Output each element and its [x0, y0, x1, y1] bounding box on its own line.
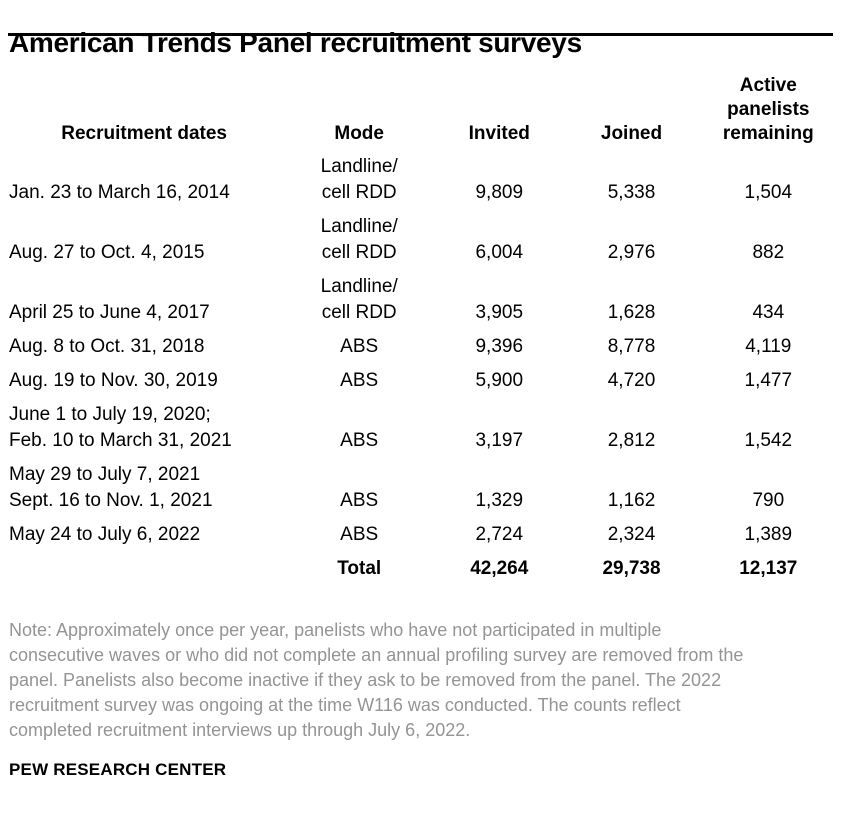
total-label: Total: [337, 558, 382, 579]
remaining-cell: 4,119: [745, 336, 792, 357]
dates-cell: May 24 to July 6, 2022: [9, 524, 201, 545]
dates-cell: Jan. 23 to March 16, 2014: [9, 182, 230, 203]
invited-cell: 3,905: [475, 302, 524, 323]
header-active-panelists-remaining: Active panelists remaining: [722, 75, 814, 144]
invited-cell: 3,197: [475, 430, 524, 451]
joined-cell: 8,778: [607, 336, 656, 357]
mode-cell: Landline/ cell RDD: [320, 216, 398, 263]
remaining-cell: 1,477: [744, 370, 793, 391]
joined-cell: 1,628: [607, 302, 656, 323]
mode-cell: ABS: [340, 370, 379, 391]
total-joined: 29,738: [602, 558, 661, 579]
footnote-line: consecutive waves or who did not complet…: [9, 645, 744, 665]
header-invited: Invited: [468, 123, 530, 144]
joined-cell: 4,720: [607, 370, 656, 391]
table-row: June 1 to July 19, 2020; Feb. 10 to Marc…: [9, 394, 833, 454]
dates-cell: June 1 to July 19, 2020; Feb. 10 to Marc…: [9, 404, 232, 451]
invited-cell: 1,329: [475, 490, 524, 511]
remaining-cell: 1,542: [744, 430, 793, 451]
mode-cell: ABS: [340, 524, 379, 545]
remaining-cell: 434: [752, 302, 785, 323]
total-row: Total 42,264 29,738 12,137: [9, 548, 833, 582]
table-row: April 25 to June 4, 2017 Landline/ cell …: [9, 266, 833, 326]
footnote-line: recruitment survey was ongoing at the ti…: [9, 695, 681, 715]
joined-cell: 2,812: [607, 430, 656, 451]
remaining-cell: 790: [752, 490, 785, 511]
footnote-line: panel. Panelists also become inactive if…: [9, 670, 722, 690]
dates-cell: Aug. 8 to Oct. 31, 2018: [9, 336, 205, 357]
mode-cell: ABS: [340, 336, 379, 357]
table-row: May 29 to July 7, 2021 Sept. 16 to Nov. …: [9, 454, 833, 514]
header-joined: Joined: [600, 123, 663, 144]
joined-cell: 1,162: [607, 490, 656, 511]
table-row: Jan. 23 to March 16, 2014 Landline/ cell…: [9, 146, 833, 206]
dates-cell: April 25 to June 4, 2017: [9, 302, 210, 323]
dates-cell: Aug. 19 to Nov. 30, 2019: [9, 370, 218, 391]
mode-cell: ABS: [340, 490, 379, 511]
table-row: Aug. 27 to Oct. 4, 2015 Landline/ cell R…: [9, 206, 833, 266]
invited-cell: 2,724: [475, 524, 524, 545]
dates-cell: Aug. 27 to Oct. 4, 2015: [9, 242, 205, 263]
source-attribution: PEW RESEARCH CENTER: [9, 760, 227, 779]
header-row: Recruitment dates Mode Invited Joined Ac…: [9, 74, 833, 146]
recruitment-table: Recruitment dates Mode Invited Joined Ac…: [9, 74, 833, 582]
joined-cell: 2,976: [607, 242, 656, 263]
joined-cell: 5,338: [607, 182, 656, 203]
table-row: Aug. 19 to Nov. 30, 2019 ABS 5,900 4,720…: [9, 360, 833, 394]
mode-cell: Landline/ cell RDD: [320, 156, 398, 203]
remaining-cell: 1,504: [744, 182, 793, 203]
footnote-line: Note: Approximately once per year, panel…: [9, 620, 662, 640]
total-empty-cell: [9, 548, 279, 582]
table-header: Recruitment dates Mode Invited Joined Ac…: [9, 74, 833, 146]
mode-cell: ABS: [340, 430, 379, 451]
remaining-cell: 882: [752, 242, 785, 263]
top-divider: [8, 33, 833, 36]
invited-cell: 9,396: [475, 336, 524, 357]
joined-cell: 2,324: [607, 524, 656, 545]
total-invited: 42,264: [470, 558, 529, 579]
header-recruitment-dates: Recruitment dates: [61, 123, 228, 144]
invited-cell: 6,004: [475, 242, 524, 263]
total-remaining: 12,137: [739, 558, 798, 579]
invited-cell: 5,900: [475, 370, 524, 391]
table-row: Aug. 8 to Oct. 31, 2018 ABS 9,396 8,778 …: [9, 326, 833, 360]
invited-cell: 9,809: [475, 182, 524, 203]
footnote: Note: Approximately once per year, panel…: [9, 618, 833, 743]
table-body: Jan. 23 to March 16, 2014 Landline/ cell…: [9, 146, 833, 582]
table-row: May 24 to July 6, 2022 ABS 2,724 2,324 1…: [9, 514, 833, 548]
remaining-cell: 1,389: [744, 524, 793, 545]
dates-cell: May 29 to July 7, 2021 Sept. 16 to Nov. …: [9, 464, 213, 511]
mode-cell: Landline/ cell RDD: [320, 276, 398, 323]
footnote-line: completed recruitment interviews up thro…: [9, 720, 471, 740]
report-card: American Trends Panel recruitment survey…: [0, 26, 842, 828]
page-title: American Trends Panel recruitment survey…: [9, 27, 582, 58]
header-mode: Mode: [334, 123, 384, 144]
